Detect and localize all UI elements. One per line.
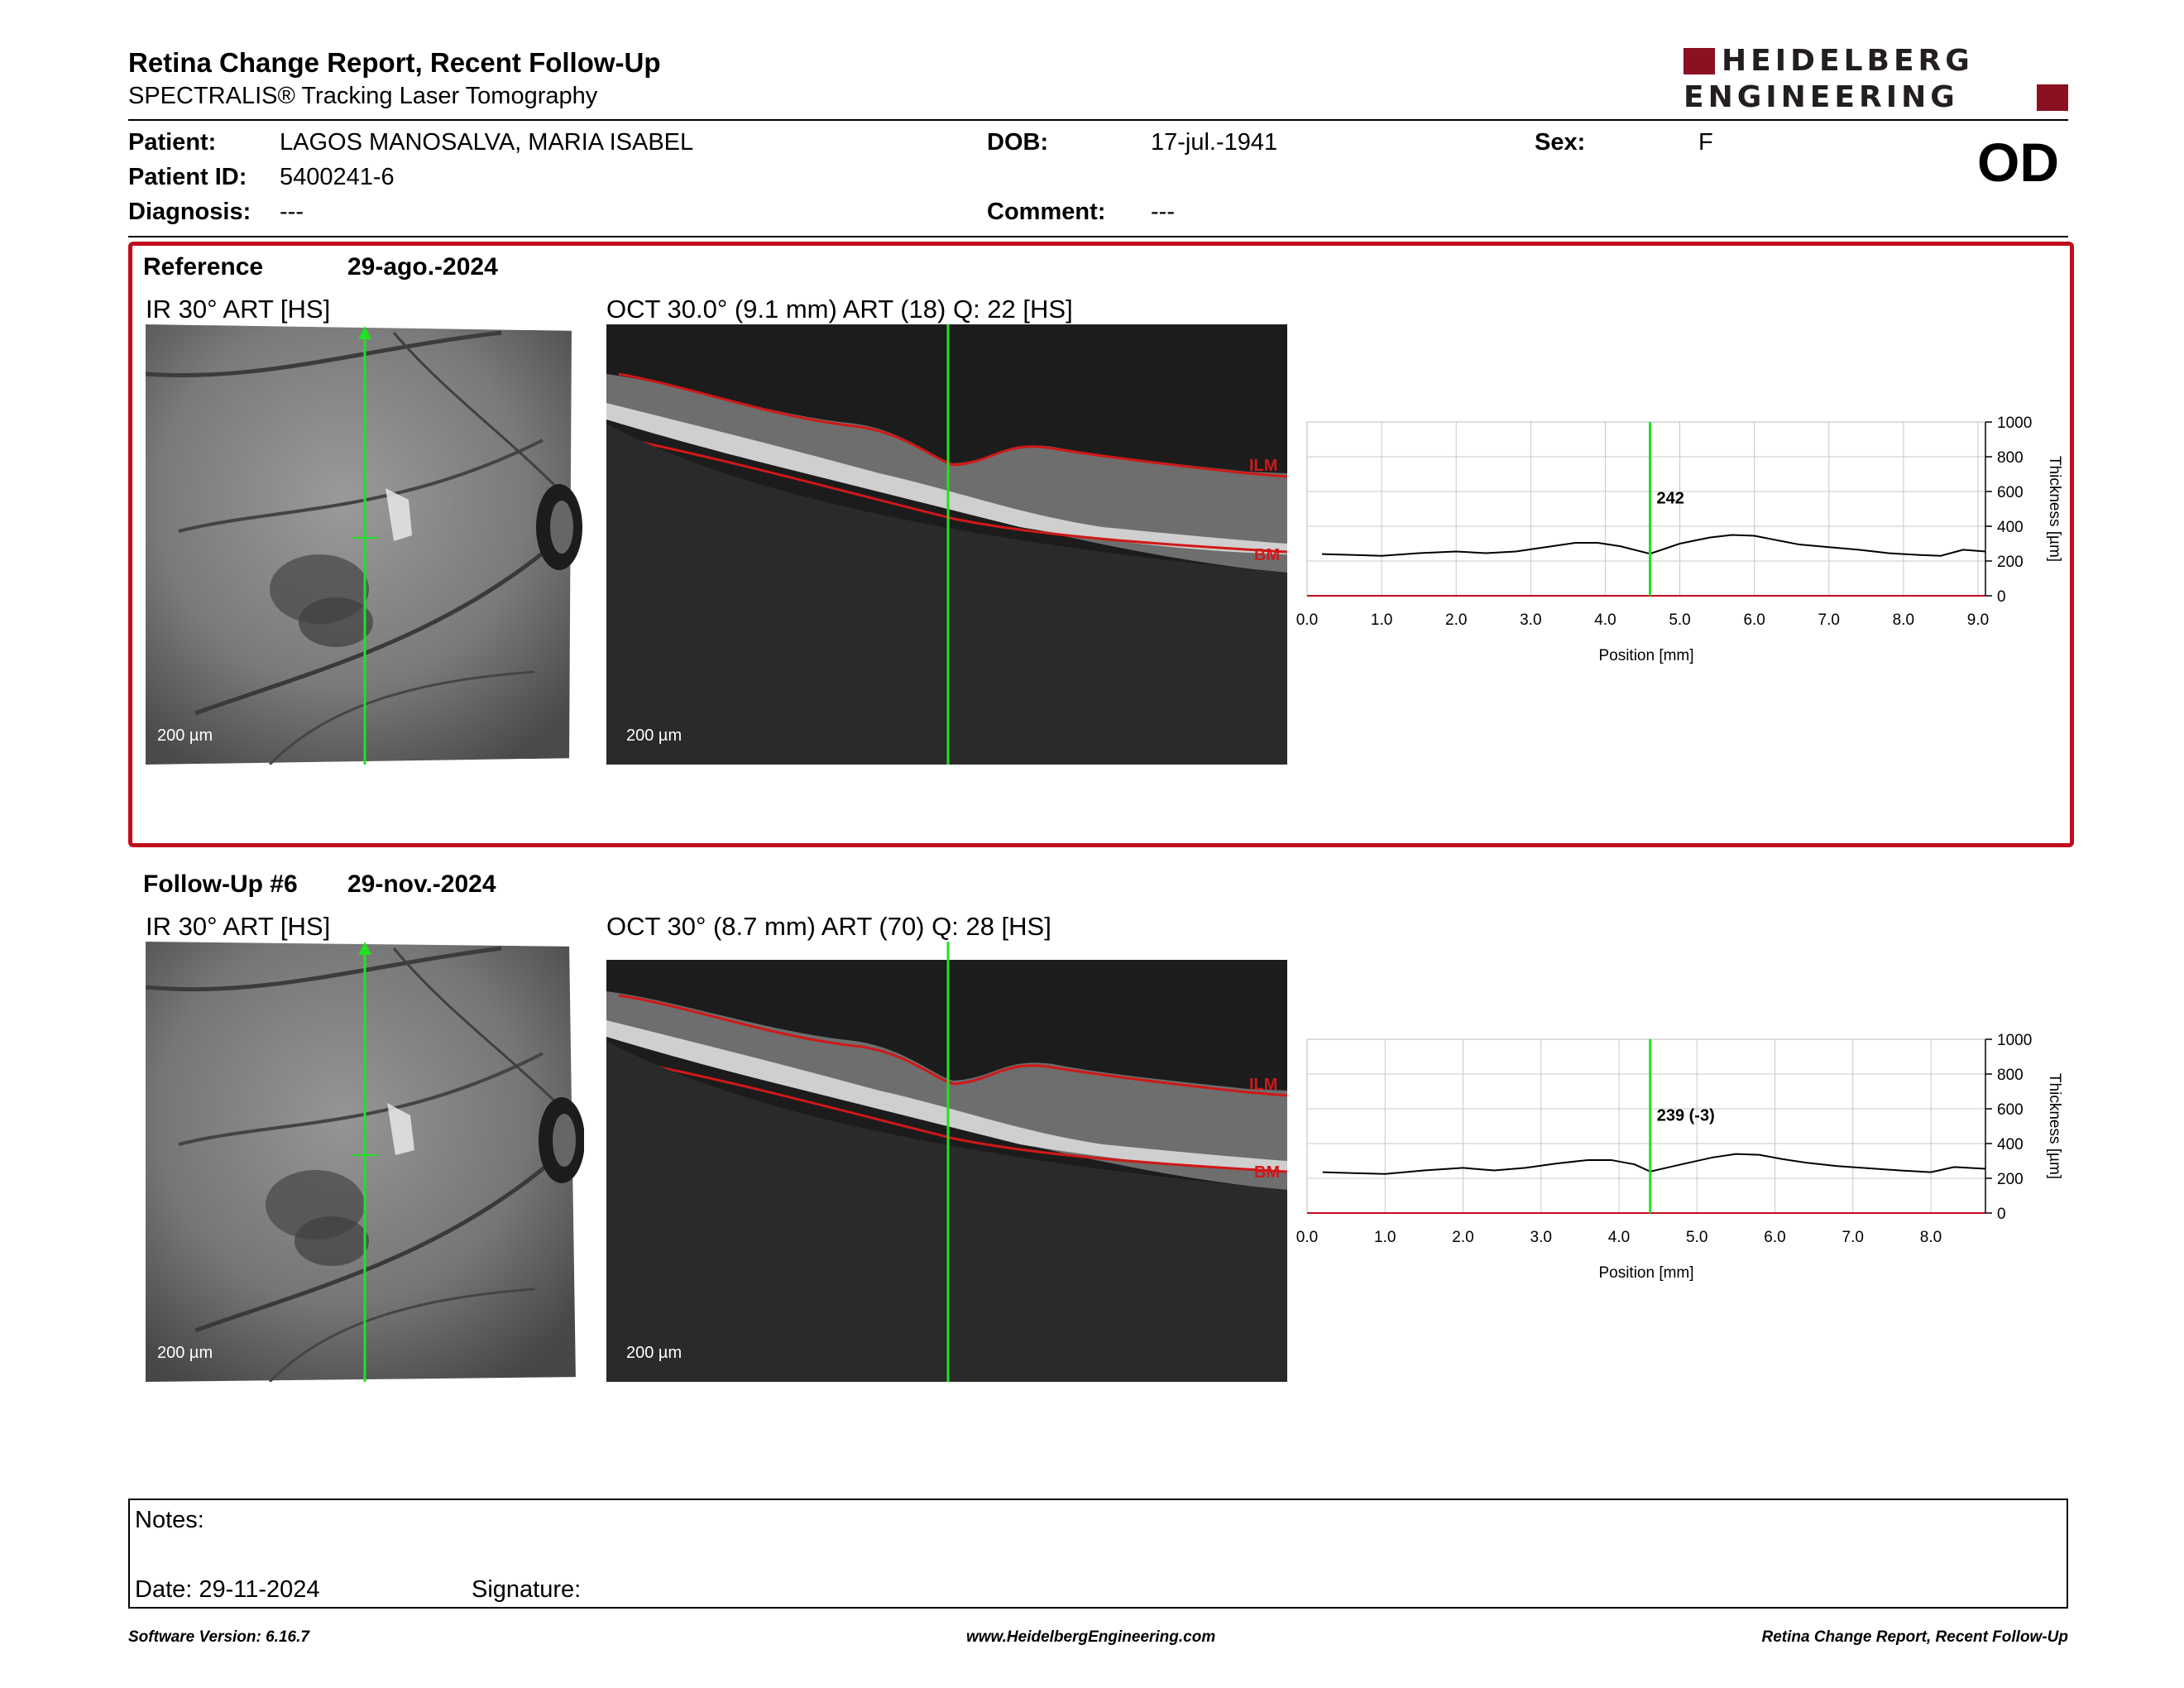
- notes-label: Notes:: [135, 1507, 204, 1533]
- signature-label: Signature:: [472, 1576, 582, 1603]
- sex-value: F: [1698, 129, 1713, 156]
- patient-label: Patient:: [128, 129, 217, 156]
- reference-chart-y-tick-label: 400: [1997, 519, 2024, 536]
- reference-oct-bscan-image[interactable]: ILM BM 200 µm: [606, 324, 1287, 765]
- notes-box[interactable]: [128, 1499, 2068, 1609]
- reference-thickness-chart: 0 200 400 600 800 1000 0.0 1.0 2.0 3.0 4.0 5.0 6.0 7.…: [1296, 415, 2063, 664]
- reference-chart-x-tick-label: 1.0: [1371, 611, 1392, 629]
- reference-chart-y-tick-label: 1000: [1997, 415, 2032, 432]
- reference-oct-scale-label: 200 µm: [626, 727, 682, 745]
- reference-chart-x-tick-label: 7.0: [1818, 611, 1840, 629]
- reference-chart-y-tick-label: 0: [1997, 588, 2006, 606]
- followup-oct-bscan-image[interactable]: ILM BM 200 µm: [606, 942, 1287, 1382]
- reference-chart-y-tick-label: 200: [1997, 554, 2024, 571]
- footer-report-name: Retina Change Report, Recent Follow-Up: [1761, 1628, 2068, 1646]
- eye-indicator: OD: [1977, 132, 2059, 193]
- reference-chart-x-tick-label: 2.0: [1445, 611, 1467, 629]
- report-subtitle: SPECTRALIS® Tracking Laser Tomography: [128, 83, 598, 109]
- reference-box: [128, 242, 2074, 847]
- followup-chart-x-axis-label: Position [mm]: [1598, 1264, 1693, 1282]
- followup-chart-y-tick-label: 800: [1997, 1067, 2024, 1084]
- reference-chart-x-tick-label: 9.0: [1967, 611, 1989, 629]
- followup-chart-x-tick-label: 5.0: [1686, 1229, 1707, 1246]
- followup-chart-thickness-line: [1322, 1153, 1986, 1175]
- reference-chart-x-axis-label: Position [mm]: [1598, 647, 1693, 664]
- sex-label: Sex:: [1535, 129, 1586, 156]
- comment-label: Comment:: [987, 199, 1106, 225]
- followup-chart-x-tick-label: 1.0: [1374, 1229, 1396, 1246]
- reference-bm-label: BM: [1254, 546, 1281, 564]
- reference-label: Reference: [143, 253, 264, 281]
- reference-chart-y-tick-label: 800: [1997, 449, 2024, 467]
- followup-chart-x-tick-label: 0.0: [1296, 1229, 1318, 1246]
- reference-oct-title: OCT 30.0° (9.1 mm) ART (18) Q: 22 [HS]: [606, 295, 1073, 324]
- diagnosis-label: Diagnosis:: [128, 199, 251, 225]
- reference-ir-fundus-image[interactable]: 200 µm: [146, 324, 584, 765]
- reference-ilm-label: ILM: [1249, 457, 1278, 475]
- reference-chart-marker-label: 242: [1657, 490, 1684, 508]
- reference-chart-y-axis-label: Thickness [µm]: [2046, 456, 2063, 562]
- reference-chart-thickness-line: [1321, 534, 1986, 557]
- followup-chart-x-tick-label: 7.0: [1842, 1229, 1864, 1246]
- followup-ilm-label: ILM: [1249, 1076, 1278, 1094]
- followup-chart-x-tick-label: 3.0: [1530, 1229, 1552, 1246]
- patient-divider: [128, 236, 2068, 237]
- reference-date: 29-ago.-2024: [347, 253, 498, 281]
- diagnosis-value: ---: [280, 199, 304, 225]
- header-divider: [128, 119, 2068, 121]
- patient-id: 5400241-6: [280, 164, 395, 190]
- patient-id-label: Patient ID:: [128, 164, 247, 190]
- reference-chart-x-tick-label: 3.0: [1520, 611, 1541, 629]
- reference-chart-y-tick-label: 600: [1997, 484, 2024, 501]
- website-link[interactable]: www.HeidelbergEngineering.com: [966, 1628, 1216, 1646]
- followup-chart-plot-frame: [1306, 1038, 1986, 1214]
- followup-date: 29-nov.-2024: [347, 870, 496, 898]
- followup-chart-y-tick-label: 400: [1997, 1136, 2024, 1153]
- followup-chart-y-tick-label: 1000: [1997, 1032, 2032, 1049]
- followup-label: Follow-Up #6: [143, 870, 298, 898]
- reference-chart-x-tick-label: 4.0: [1594, 611, 1616, 629]
- followup-chart-x-tick-label: 2.0: [1452, 1229, 1473, 1246]
- report-title: Retina Change Report, Recent Follow-Up: [128, 47, 661, 78]
- dob-label: DOB:: [987, 129, 1049, 156]
- reference-chart-x-tick-label: 8.0: [1893, 611, 1914, 629]
- followup-chart-y-tick-label: 600: [1997, 1101, 2024, 1119]
- dob-value: 17-jul.-1941: [1151, 129, 1278, 156]
- followup-oct-scale-label: 200 µm: [626, 1344, 682, 1362]
- followup-chart-x-tick-label: 8.0: [1920, 1229, 1942, 1246]
- patient-name: LAGOS MANOSALVA, MARIA ISABEL: [280, 129, 694, 156]
- followup-chart-y-tick-label: 200: [1997, 1171, 2024, 1188]
- followup-chart-y-axis-label: Thickness [µm]: [2046, 1073, 2063, 1179]
- heidelberg-logo: HEIDELBERG ENGINEERING: [1684, 46, 2068, 116]
- reference-chart-x-tick-label: 0.0: [1296, 611, 1318, 629]
- reference-chart-x-tick-label: 5.0: [1669, 611, 1690, 629]
- followup-oct-title: OCT 30° (8.7 mm) ART (70) Q: 28 [HS]: [606, 912, 1051, 941]
- followup-chart-x-tick-label: 6.0: [1764, 1229, 1785, 1246]
- followup-ir-fundus-image[interactable]: 200 µm: [146, 942, 584, 1382]
- reference-chart-plot-frame: [1306, 421, 1986, 597]
- followup-bm-label: BM: [1254, 1163, 1281, 1182]
- comment-value: ---: [1151, 199, 1175, 225]
- followup-ir-title: IR 30° ART [HS]: [146, 912, 331, 941]
- reference-chart-x-tick-label: 6.0: [1743, 611, 1765, 629]
- notes-date: Date: 29-11-2024: [135, 1576, 320, 1603]
- followup-ir-scale-label: 200 µm: [157, 1344, 213, 1362]
- followup-chart-marker-label: 239 (-3): [1657, 1107, 1715, 1125]
- followup-chart-y-tick-label: 0: [1997, 1206, 2006, 1223]
- reference-ir-title: IR 30° ART [HS]: [146, 295, 331, 324]
- followup-chart-x-tick-label: 4.0: [1608, 1229, 1630, 1246]
- reference-ir-scale-label: 200 µm: [157, 727, 213, 745]
- software-version: Software Version: 6.16.7: [128, 1628, 309, 1646]
- followup-thickness-chart: 0 200 400 600 800 1000 0.0 1.0 2.0 3.0 4.0 5.0 6.0 7.…: [1296, 1032, 2063, 1282]
